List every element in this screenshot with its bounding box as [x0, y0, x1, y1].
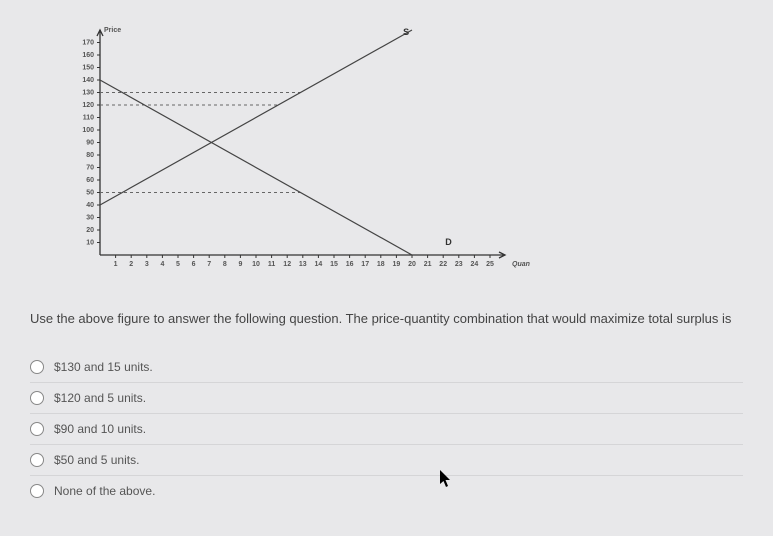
svg-text:1: 1 [114, 261, 118, 268]
svg-text:80: 80 [86, 152, 94, 159]
option-b[interactable]: $120 and 5 units. [30, 383, 743, 414]
option-a[interactable]: $130 and 15 units. [30, 352, 743, 383]
svg-text:D: D [445, 237, 452, 247]
options-list: $130 and 15 units. $120 and 5 units. $90… [30, 352, 743, 506]
svg-text:20: 20 [86, 227, 94, 234]
svg-text:5: 5 [176, 261, 180, 268]
svg-text:2: 2 [129, 261, 133, 268]
svg-text:S: S [403, 27, 409, 37]
svg-text:23: 23 [455, 261, 463, 268]
svg-text:8: 8 [223, 261, 227, 268]
svg-text:Price: Price [104, 27, 121, 34]
svg-text:Quantity: Quantity [512, 261, 530, 268]
svg-text:3: 3 [145, 261, 149, 268]
question-text: Use the above figure to answer the follo… [30, 310, 743, 328]
option-label: $90 and 10 units. [54, 422, 146, 436]
svg-text:12: 12 [283, 261, 291, 268]
svg-text:16: 16 [346, 261, 354, 268]
svg-text:17: 17 [361, 261, 369, 268]
svg-text:90: 90 [86, 140, 94, 147]
svg-text:15: 15 [330, 261, 338, 268]
svg-text:150: 150 [82, 65, 94, 72]
radio-icon [30, 453, 44, 467]
svg-text:9: 9 [238, 261, 242, 268]
svg-text:130: 130 [82, 90, 94, 97]
svg-text:4: 4 [160, 261, 164, 268]
svg-text:13: 13 [299, 261, 307, 268]
supply-demand-chart: 1020304050607080901001101201301401501601… [60, 20, 743, 285]
svg-text:100: 100 [82, 127, 94, 134]
svg-text:140: 140 [82, 77, 94, 84]
svg-text:160: 160 [82, 52, 94, 59]
svg-text:20: 20 [408, 261, 416, 268]
option-label: None of the above. [54, 484, 155, 498]
svg-text:110: 110 [83, 115, 94, 122]
option-d[interactable]: $50 and 5 units. [30, 445, 743, 476]
svg-text:10: 10 [86, 240, 94, 247]
svg-text:120: 120 [82, 102, 94, 109]
svg-text:19: 19 [393, 261, 401, 268]
svg-text:21: 21 [424, 261, 432, 268]
svg-text:11: 11 [268, 261, 276, 268]
option-c[interactable]: $90 and 10 units. [30, 414, 743, 445]
svg-text:24: 24 [471, 261, 479, 268]
option-e[interactable]: None of the above. [30, 476, 743, 506]
svg-text:6: 6 [192, 261, 196, 268]
svg-text:50: 50 [86, 190, 94, 197]
svg-text:22: 22 [439, 261, 447, 268]
svg-text:14: 14 [315, 261, 323, 268]
option-label: $50 and 5 units. [54, 453, 139, 467]
chart-svg: 1020304050607080901001101201301401501601… [60, 20, 530, 280]
svg-text:18: 18 [377, 261, 385, 268]
radio-icon [30, 360, 44, 374]
radio-icon [30, 484, 44, 498]
svg-text:10: 10 [252, 261, 260, 268]
radio-icon [30, 391, 44, 405]
svg-text:7: 7 [207, 261, 211, 268]
svg-text:30: 30 [86, 215, 94, 222]
svg-text:40: 40 [86, 202, 94, 209]
svg-text:170: 170 [82, 40, 94, 47]
option-label: $130 and 15 units. [54, 360, 153, 374]
svg-text:60: 60 [86, 177, 94, 184]
svg-text:70: 70 [86, 165, 94, 172]
radio-icon [30, 422, 44, 436]
option-label: $120 and 5 units. [54, 391, 146, 405]
svg-text:25: 25 [486, 261, 494, 268]
